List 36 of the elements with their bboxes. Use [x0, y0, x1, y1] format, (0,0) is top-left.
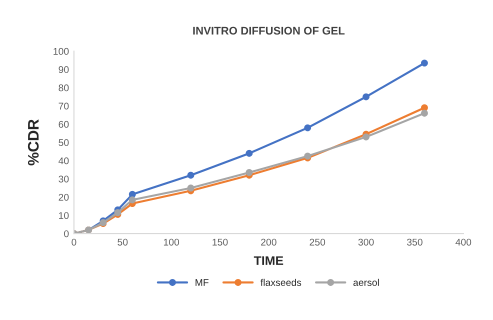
point [187, 172, 194, 179]
x-tick-label: 300 [358, 238, 374, 246]
y-tick-label: 30 [58, 176, 69, 182]
point [421, 60, 428, 67]
point [304, 124, 312, 132]
x-tick-label: 100 [164, 238, 180, 246]
point [128, 196, 136, 204]
point [362, 133, 370, 140]
y-axis-title: %CDR [28, 119, 39, 166]
point [246, 150, 253, 157]
point [246, 169, 253, 176]
legend-label: flaxseeds [260, 278, 302, 286]
y-tick-label: 90 [58, 66, 69, 74]
x-tick-label: 350 [406, 238, 422, 246]
point [421, 110, 428, 117]
y-tick-label: 10 [59, 212, 69, 219]
y-tick-label: 60 [58, 120, 69, 128]
chart-title: INVITRO DIFFUSION OF GEL [193, 26, 345, 35]
x-tick-label: 50 [118, 238, 128, 246]
y-tick-label: 80 [58, 84, 69, 92]
y-tick-label: 70 [58, 102, 69, 110]
x-tick-label: 0 [72, 238, 76, 246]
y-tick-label: 100 [54, 48, 69, 55]
x-tick-label: 250 [310, 238, 326, 246]
x-tick-label: 200 [261, 238, 276, 246]
legend-label: MF [196, 279, 208, 286]
x-tick-label: 400 [456, 238, 472, 246]
point [187, 184, 194, 192]
y-tick-label: 0 [64, 230, 69, 238]
y-tick-label: 50 [58, 139, 69, 146]
x-tick-label: 150 [212, 238, 228, 246]
legend-label: aersol [353, 278, 379, 286]
y-tick-label: 40 [58, 157, 69, 164]
x-axis-title: TIME [254, 256, 284, 265]
point [362, 93, 370, 100]
y-tick-label: 20 [58, 194, 69, 201]
